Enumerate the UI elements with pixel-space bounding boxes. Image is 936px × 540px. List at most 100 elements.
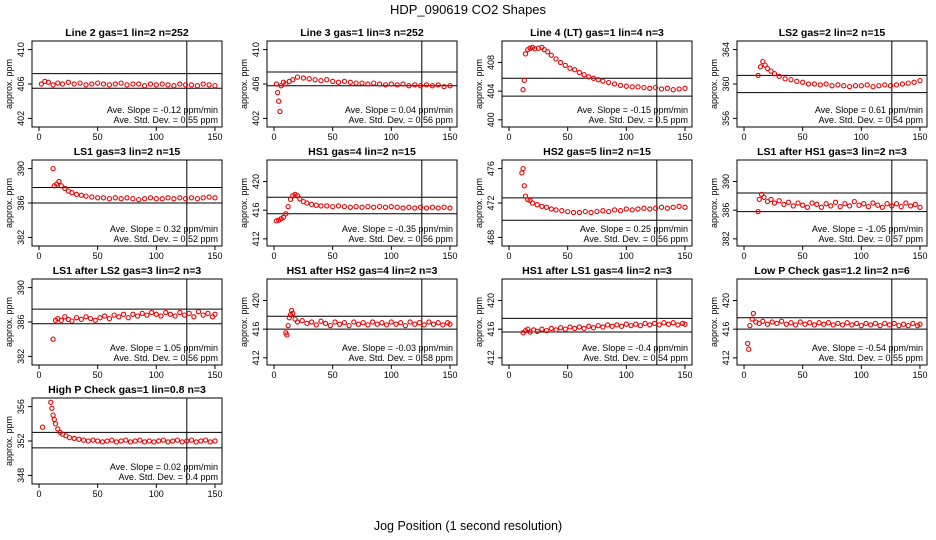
data-point xyxy=(99,439,106,445)
y-tick-label: 382 xyxy=(16,230,26,245)
data-point xyxy=(80,437,87,443)
data-point xyxy=(406,83,412,89)
data-point xyxy=(870,83,876,90)
data-point xyxy=(156,438,162,444)
data-point xyxy=(398,320,404,326)
data-point xyxy=(347,204,353,210)
data-point xyxy=(146,438,152,444)
data-point xyxy=(346,322,352,329)
data-point xyxy=(782,76,788,82)
data-point xyxy=(641,84,647,91)
x-tick-label: 150 xyxy=(677,132,692,142)
data-point xyxy=(172,313,178,319)
data-point xyxy=(891,320,897,327)
data-point xyxy=(71,435,77,442)
data-point xyxy=(50,336,56,342)
data-point xyxy=(85,438,91,444)
data-point xyxy=(543,327,550,334)
data-point xyxy=(785,199,792,205)
data-point xyxy=(151,439,157,445)
data-point xyxy=(407,319,413,325)
x-tick-label: 100 xyxy=(384,251,399,261)
data-point xyxy=(177,81,183,87)
data-point xyxy=(670,204,676,210)
data-point xyxy=(617,208,624,214)
data-point xyxy=(388,319,394,325)
data-point xyxy=(846,203,853,209)
panel-title: Low P Check gas=1.2 lin=2 n=6 xyxy=(754,265,909,277)
data-point xyxy=(594,208,600,215)
data-point xyxy=(132,438,138,444)
data-point xyxy=(870,200,876,206)
data-point xyxy=(89,194,95,200)
slope-annotation: Ave. Slope = 0.32 ppm/min xyxy=(110,224,218,234)
data-point xyxy=(647,85,653,91)
y-tick-label: 472 xyxy=(486,195,496,210)
x-tick-label: 0 xyxy=(507,132,512,142)
x-tick-label: 150 xyxy=(442,132,457,142)
data-point xyxy=(402,322,409,329)
data-point xyxy=(406,204,412,210)
data-point xyxy=(371,204,377,210)
data-point xyxy=(567,65,573,71)
panels: Line 2 gas=1 lin=2 n=252 0 50 100 150 402 406 4… xyxy=(4,27,928,499)
data-point xyxy=(816,320,822,326)
data-point xyxy=(286,315,292,321)
data-point xyxy=(614,322,620,328)
data-point xyxy=(581,72,587,78)
y-axis-label: approx. ppm xyxy=(709,59,719,109)
slope-annotation: Ave. Slope = -0.15 ppm/min xyxy=(577,105,688,115)
figure-title: HDP_090619 CO2 Shapes xyxy=(390,2,547,17)
data-point xyxy=(273,81,280,87)
data-point xyxy=(682,204,688,210)
data-point xyxy=(794,78,800,85)
data-point xyxy=(127,439,134,445)
data-point xyxy=(188,82,195,88)
x-tick-label: 50 xyxy=(93,132,103,142)
data-point xyxy=(543,204,550,210)
x-tick-label: 150 xyxy=(207,251,222,261)
data-point xyxy=(124,195,130,201)
data-point xyxy=(322,320,329,327)
data-point xyxy=(835,82,841,88)
data-point xyxy=(562,326,568,332)
stddev-annotation: Ave. Std. Dev. = 0.4 ppm xyxy=(119,472,218,482)
data-point xyxy=(193,439,199,445)
data-point xyxy=(747,322,753,329)
data-point xyxy=(797,319,803,325)
data-point xyxy=(447,321,453,327)
data-point xyxy=(557,325,564,331)
data-point xyxy=(58,183,64,189)
data-point xyxy=(586,74,592,80)
data-point xyxy=(58,317,64,323)
data-point xyxy=(629,84,635,90)
data-point xyxy=(633,321,639,327)
data-point xyxy=(104,438,110,444)
data-point xyxy=(95,80,101,86)
data-point xyxy=(287,196,294,203)
data-point xyxy=(62,185,68,192)
data-point xyxy=(412,321,418,327)
data-point xyxy=(49,405,55,411)
data-point xyxy=(679,320,686,327)
data-point xyxy=(52,421,59,427)
data-point xyxy=(351,319,357,325)
data-point xyxy=(576,209,583,216)
x-tick-label: 100 xyxy=(149,132,164,142)
data-point xyxy=(341,203,348,210)
stddev-annotation: Ave. Std. Dev. = 0.58 ppm xyxy=(349,353,453,363)
data-point xyxy=(50,412,56,418)
y-tick-label: 352 xyxy=(16,433,26,448)
data-point xyxy=(382,204,389,210)
plot-frame xyxy=(266,159,458,247)
x-tick-label: 100 xyxy=(149,489,164,499)
y-tick-label: 412 xyxy=(251,350,261,365)
data-point xyxy=(83,314,89,320)
stddev-annotation: Ave. Std. Dev. = 0.55 ppm xyxy=(819,353,923,363)
panel-2: Line 3 gas=1 lin=3 n=252 0 50 100 150 402 406 4… xyxy=(239,27,458,142)
data-point xyxy=(147,81,154,87)
data-point xyxy=(69,318,75,324)
data-point xyxy=(312,77,318,83)
y-tick-label: 400 xyxy=(486,112,496,127)
panel-10: HS1 after HS2 gas=4 lin=2 n=3 0 50 100 150 41… xyxy=(239,265,458,380)
